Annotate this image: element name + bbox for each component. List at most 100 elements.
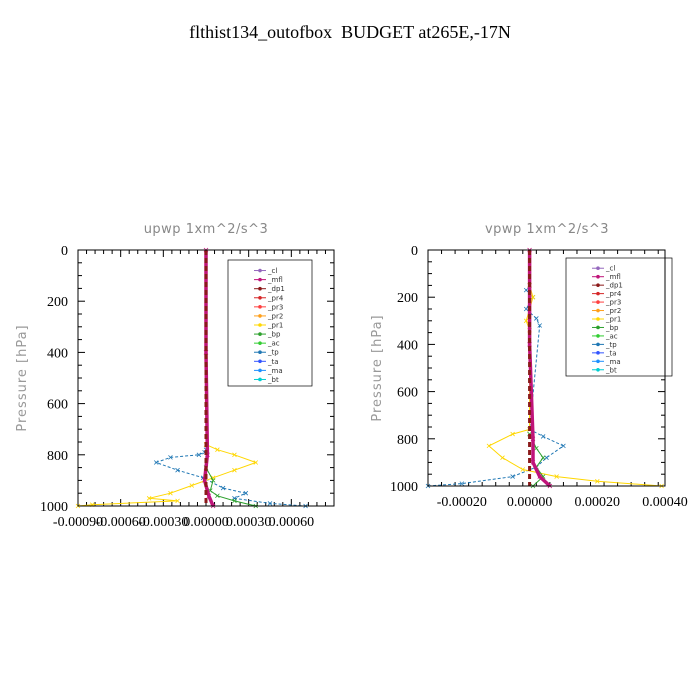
x-tick-label: -0.00090: [53, 515, 103, 530]
y-axis-label: Pressure [hPa]: [15, 324, 30, 431]
legend-entry: _cl: [605, 265, 615, 273]
y-tick-label: 1000: [40, 500, 68, 515]
legend-marker: [258, 268, 262, 273]
legend-entry: _dp1: [267, 285, 285, 293]
legend-marker: [596, 291, 600, 296]
data-point: [203, 350, 209, 355]
legend-marker: [596, 367, 600, 372]
legend-marker: [258, 323, 262, 327]
legend-box: [565, 257, 673, 377]
legend-marker: [596, 351, 600, 355]
legend-marker: [258, 377, 262, 382]
y-tick-label: 600: [397, 386, 418, 401]
data-point: [253, 460, 259, 465]
legend-marker: [258, 295, 262, 300]
series-line-bp: [205, 467, 256, 507]
data-point: [530, 460, 536, 465]
data-point: [215, 447, 220, 452]
data-point: [232, 498, 237, 504]
y-tick-label: 200: [397, 291, 418, 306]
x-tick-label: -0.00020: [437, 495, 487, 510]
x-tick-label: 0.00000: [183, 515, 229, 530]
data-point: [220, 485, 226, 491]
page-title: flthist134_outofbox BUDGET at265E,-17N: [189, 22, 511, 42]
legend-entry: _mfl: [267, 276, 283, 284]
x-tick-label: 0.00060: [269, 515, 315, 530]
legend-entry: _ma: [605, 358, 621, 366]
data-point: [459, 481, 465, 486]
legend-entry: _ac: [267, 340, 280, 348]
data-point: [595, 478, 600, 484]
legend-entry: _bt: [267, 376, 279, 384]
legend-entry: _ta: [267, 358, 279, 366]
data-point: [534, 316, 539, 321]
data-point: [523, 287, 529, 293]
data-point: [175, 467, 180, 473]
data-point: [486, 443, 492, 449]
data-point: [243, 490, 249, 496]
legend-marker: [596, 274, 600, 279]
data-point: [210, 478, 216, 483]
data-point: [189, 483, 195, 488]
legend-marker: [596, 325, 600, 330]
data-point: [561, 443, 566, 449]
legend-entry: _pr1: [267, 322, 283, 330]
data-point: [168, 490, 173, 496]
legend-entry: _tp: [605, 341, 617, 349]
y-tick-label: 1000: [390, 480, 418, 495]
data-point: [523, 306, 529, 312]
y-tick-label: 600: [47, 398, 68, 413]
y-tick-label: 400: [47, 346, 68, 361]
data-point: [175, 498, 180, 504]
legend-entry: _pr2: [267, 312, 283, 320]
y-tick-label: 200: [47, 295, 68, 310]
data-point: [196, 452, 202, 458]
legend-marker: [258, 341, 262, 345]
series-line-pr1: [77, 444, 258, 507]
x-tick-label: 0.00020: [575, 495, 621, 510]
panel-title: upwp 1xm^2/s^3: [144, 222, 269, 237]
chart-panel-1: upwp 1xm^2/s^3 Pressure [hPa] 0 200 400 600 80…: [15, 222, 335, 530]
y-tick-label: 400: [397, 338, 418, 353]
legend-entry: _ma: [267, 367, 283, 375]
data-point: [206, 493, 212, 499]
data-point: [540, 434, 546, 439]
data-point: [267, 501, 273, 506]
data-point: [146, 496, 152, 501]
legend-marker: [596, 359, 600, 364]
legend-marker: [258, 314, 262, 318]
data-point: [232, 452, 237, 458]
legend-marker: [258, 305, 262, 309]
data-point: [202, 478, 207, 483]
plot-frame: [427, 249, 666, 487]
data-point: [153, 460, 159, 465]
legend-entry: _pr3: [605, 299, 621, 307]
panel-title: vpwp 1xm^2/s^3: [485, 222, 609, 237]
legend-entry: _pr4: [267, 294, 284, 302]
y-axis-label: Pressure [hPa]: [370, 314, 385, 421]
data-point: [540, 455, 546, 460]
data-point: [554, 474, 559, 479]
data-point: [527, 342, 532, 347]
legend-entry: _cl: [267, 267, 277, 275]
legend-marker: [258, 350, 262, 355]
series-line-tp: [427, 285, 565, 487]
y-tick-label: 0: [411, 244, 418, 259]
x-tick-label: 0.00040: [642, 495, 688, 510]
x-tick-label: -0.00030: [138, 515, 188, 530]
legend-entry: _mfl: [605, 273, 621, 281]
series-line-pr1: [488, 285, 662, 487]
legend-marker: [258, 332, 262, 336]
legend-entry: _bt: [605, 366, 617, 374]
data-point: [537, 474, 543, 479]
legend-entry: _pr4: [605, 290, 622, 298]
legend-entry: _ta: [605, 349, 617, 357]
legend-marker: [596, 266, 600, 271]
legend-entry: _bp: [605, 324, 619, 332]
series-line-tp: [154, 449, 306, 507]
data-point: [215, 493, 220, 499]
data-point: [537, 323, 543, 328]
legend-entry: _pr2: [605, 307, 621, 315]
legend-marker: [596, 300, 600, 304]
